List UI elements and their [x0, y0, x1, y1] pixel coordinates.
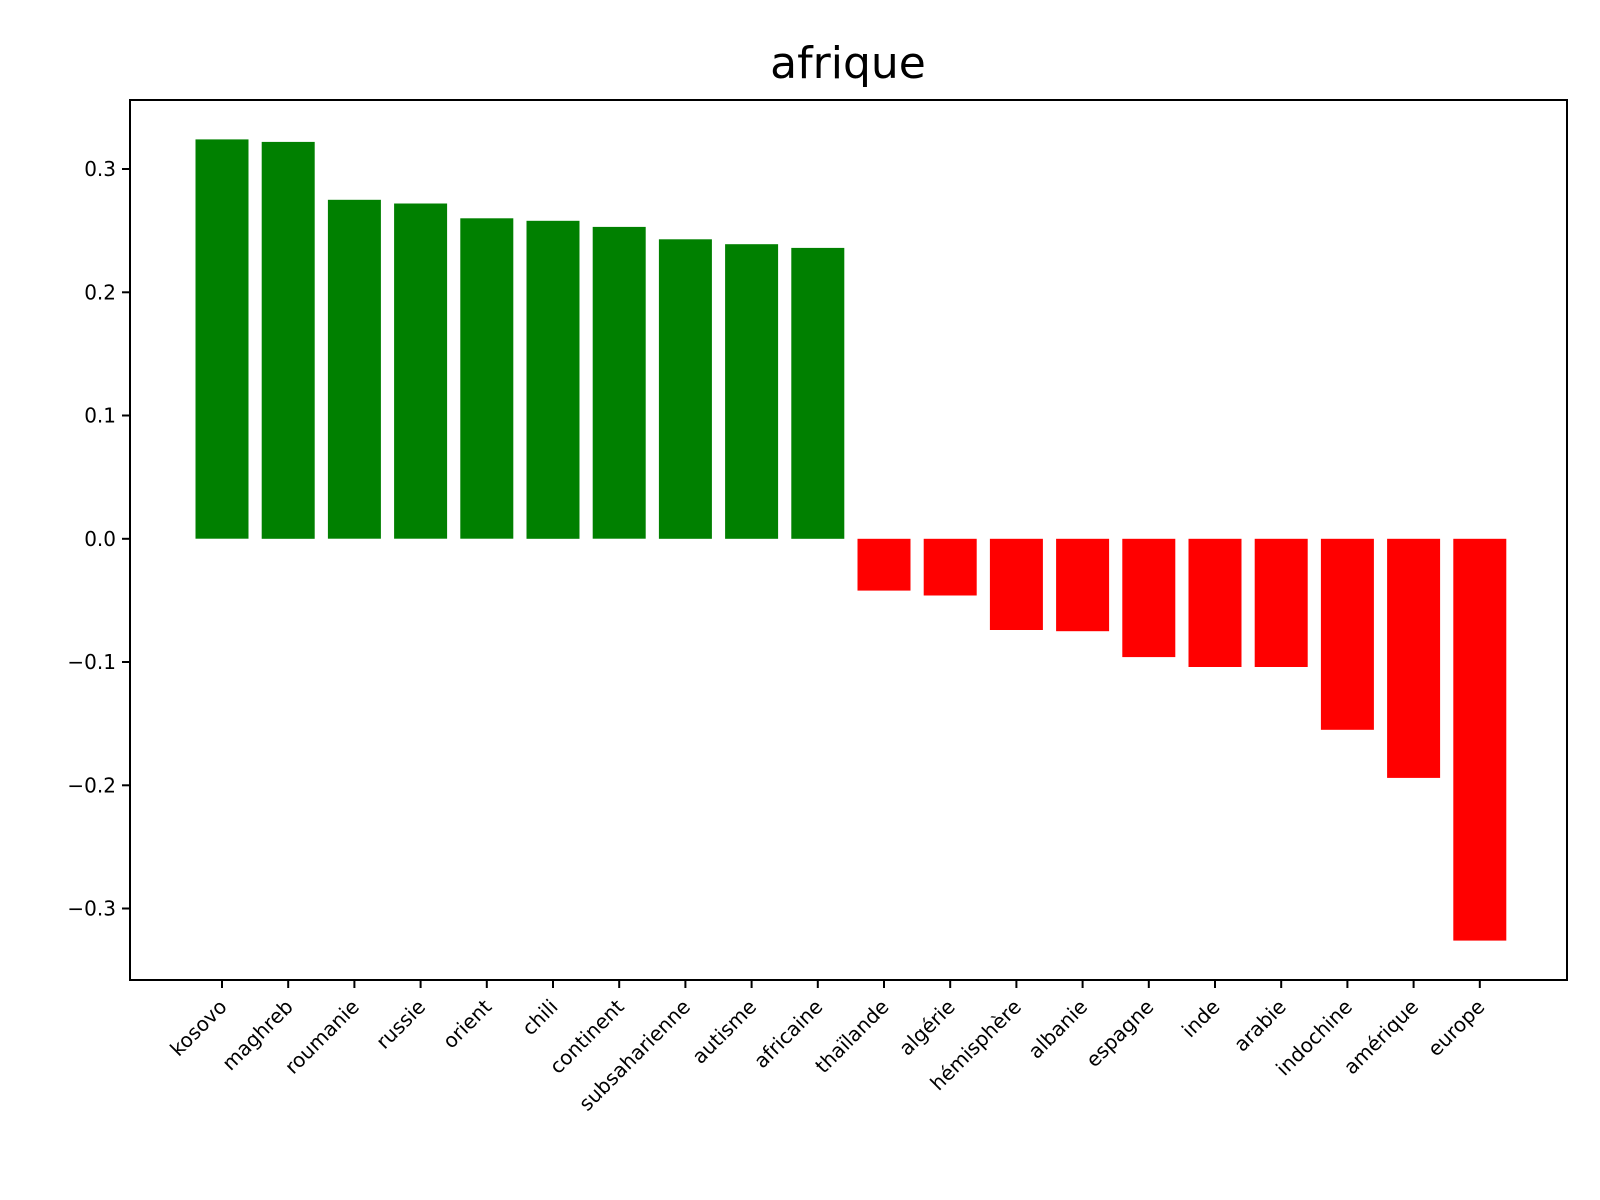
y-axis: −0.3 −0.2 −0.1 0.0 0.1 0.2 0.3: [67, 157, 130, 921]
x-tick-label: subsaharienne: [574, 995, 695, 1116]
y-tick-label: −0.1: [67, 650, 116, 674]
y-tick-label: 0.1: [84, 404, 116, 428]
y-tick-label: 0.2: [84, 280, 116, 304]
bar-algérie: [923, 538, 977, 596]
bars-group: [195, 139, 1507, 941]
bar-amérique: [1387, 538, 1441, 778]
bar-roumanie: [327, 199, 381, 539]
x-tick-label: russie: [371, 995, 430, 1054]
bar-indochine: [1320, 538, 1374, 730]
bar-inde: [1188, 538, 1242, 667]
bar-hémisphère: [989, 538, 1043, 630]
y-tick-label: −0.3: [67, 897, 116, 921]
x-tick-label: arabie: [1229, 995, 1291, 1057]
bar-albanie: [1056, 538, 1110, 632]
x-tick-label: inde: [1177, 995, 1225, 1043]
bar-autisme: [725, 244, 779, 539]
x-tick-label: algérie: [894, 995, 960, 1061]
chart-title: afrique: [770, 38, 926, 89]
bar-thaïlande: [857, 538, 911, 591]
bar-continent: [592, 226, 646, 539]
bar-russie: [394, 203, 448, 539]
bar-africaine: [791, 247, 845, 539]
x-tick-label: espagne: [1081, 995, 1158, 1072]
bar-arabie: [1254, 538, 1308, 667]
bar-subsaharienne: [658, 239, 712, 539]
bar-maghreb: [261, 141, 315, 539]
bar-europe: [1453, 538, 1507, 941]
bar-orient: [460, 218, 514, 539]
y-tick-label: −0.2: [67, 773, 116, 797]
bar-chili: [526, 220, 580, 539]
x-tick-label: europe: [1423, 995, 1489, 1061]
x-tick-label: kosovo: [165, 995, 231, 1061]
x-tick-label: chili: [517, 995, 562, 1040]
plot-frame: [129, 99, 1568, 981]
x-tick-label: orient: [438, 994, 497, 1053]
bar-kosovo: [195, 139, 249, 539]
y-tick-label: 0.0: [84, 527, 116, 551]
bar-espagne: [1122, 538, 1176, 658]
y-tick-label: 0.3: [84, 157, 116, 181]
